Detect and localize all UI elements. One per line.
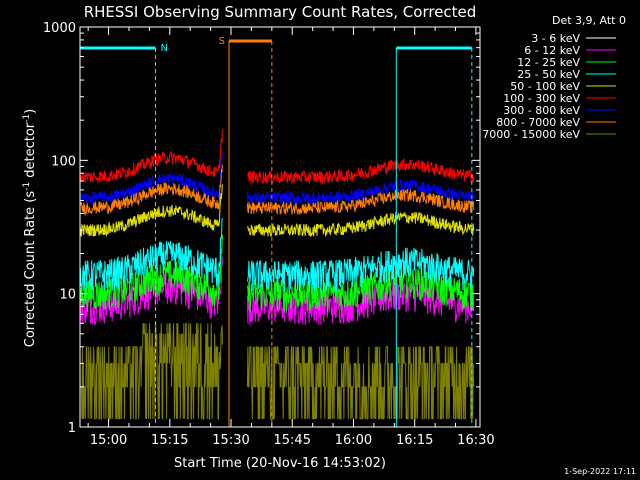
- x-tick-label-4: 16:00: [335, 433, 372, 448]
- series-line-3: [79, 217, 475, 293]
- y-tick-label-1: 10: [59, 288, 76, 303]
- legend-label-1: 6 - 12 keV: [524, 44, 580, 57]
- series-line-7: [79, 164, 475, 217]
- chart-title: RHESSI Observing Summary Count Rates, Co…: [84, 3, 477, 21]
- series-line-8: [80, 322, 475, 420]
- saa-label-0: S: [219, 36, 225, 47]
- axes: 15:00 15:15 15:30 15:45 16:00 16:15 16:30 1 10 10…: [43, 21, 495, 448]
- plot-frame: [79, 26, 481, 428]
- x-tick-label-1: 15:15: [151, 433, 188, 448]
- x-tick-label-3: 15:45: [274, 433, 311, 448]
- y-tick-label-3: 1000: [43, 21, 76, 36]
- x-tick-label-2: 15:30: [212, 433, 249, 448]
- y-axis-label: Corrected Count Rate (s-1 detector-1): [22, 109, 38, 347]
- series-line-5: [79, 129, 475, 184]
- night-label-0: N: [161, 43, 168, 54]
- legend-label-7: 800 - 7000 keV: [496, 116, 580, 129]
- legend-label-5: 100 - 300 keV: [503, 92, 580, 105]
- legend-label-0: 3 - 6 keV: [531, 32, 580, 45]
- x-axis-label: Start Time (20-Nov-16 14:53:02): [174, 456, 386, 471]
- legend-label-8: 7000 - 15000 keV: [482, 128, 580, 141]
- legend-label-2: 12 - 25 keV: [517, 56, 580, 69]
- legend-label-3: 25 - 50 keV: [517, 68, 580, 81]
- y-tick-label-2: 100: [51, 154, 76, 169]
- legend-label-6: 300 - 800 keV: [503, 104, 580, 117]
- y-tick-label-0: 1: [68, 421, 76, 436]
- x-tick-label-6: 16:30: [457, 433, 494, 448]
- legend-header: Det 3,9, Att 0: [552, 14, 626, 27]
- series-line-4: [79, 184, 475, 237]
- x-tick-label-5: 16:15: [396, 433, 433, 448]
- timestamp: 1-Sep-2022 17:11: [564, 467, 636, 476]
- plot-area: NS: [79, 36, 475, 427]
- x-tick-label-0: 15:00: [90, 433, 127, 448]
- series-line-6: [79, 153, 475, 206]
- legend-label-4: 50 - 100 keV: [510, 80, 580, 93]
- series-line-1: [79, 255, 475, 326]
